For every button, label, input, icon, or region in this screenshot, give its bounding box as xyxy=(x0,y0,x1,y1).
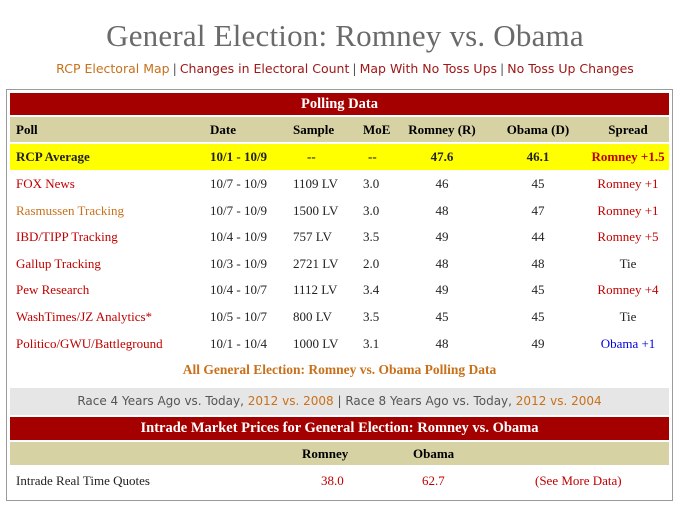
poll-obama: 48 xyxy=(531,255,545,271)
rcp-average-row: RCP Average 10/1 - 10/9 -- -- 47.6 46.1 … xyxy=(10,144,669,170)
intrade-see-more-link[interactable]: (See More Data) xyxy=(535,473,622,488)
poll-sample: 800 LV xyxy=(293,309,332,324)
poll-moe: 3.5 xyxy=(363,229,380,245)
poll-sample: 1000 LV xyxy=(293,335,339,351)
intrade-row: Intrade Real Time Quotes 38.0 62.7 (See … xyxy=(10,468,669,494)
poll-obama: 47 xyxy=(531,202,545,218)
poll-date: 10/1 - 10/4 xyxy=(210,335,268,351)
link-electoral-map[interactable]: RCP Electoral Map xyxy=(56,61,170,76)
race4-link[interactable]: 2012 vs. 2008 xyxy=(247,394,334,408)
poll-date: 10/5 - 10/7 xyxy=(210,309,268,324)
table-row: Pew Research 10/4 - 10/7 1112 LV 3.4 49 45 Rom… xyxy=(10,277,669,303)
avg-spread: Romney +1.5 xyxy=(591,149,665,164)
poll-romney: 49 xyxy=(435,282,449,298)
col-obama: Obama (D) xyxy=(506,122,570,137)
poll-sample: 1112 LV xyxy=(293,282,338,298)
poll-name-link[interactable]: WashTimes/JZ Analytics* xyxy=(16,309,153,324)
poll-romney: 46 xyxy=(435,176,449,191)
polling-column-headers: Poll Date Sample MoE Romney (R) Obama (D… xyxy=(10,117,669,142)
poll-spread: Obama +1 xyxy=(600,335,656,351)
intrade-label: Intrade Real Time Quotes xyxy=(16,473,150,488)
intrade-obama: 62.7 xyxy=(422,473,445,488)
col-moe: MoE xyxy=(363,122,391,137)
poll-spread: Tie xyxy=(619,255,637,271)
table-row: FOX News 10/7 - 10/9 1109 LV 3.0 46 45 Romney … xyxy=(10,171,669,197)
col-sample: Sample xyxy=(293,122,335,137)
table-row: Politico/GWU/Battleground 10/1 - 10/4 1000… xyxy=(10,331,669,357)
poll-obama: 49 xyxy=(531,335,545,351)
intrade-col-romney: Romney xyxy=(302,446,349,461)
polling-box: Polling Data Poll Date Sample MoE Romney… xyxy=(6,89,673,501)
col-spread: Spread xyxy=(608,122,648,137)
poll-date: 10/7 - 10/9 xyxy=(210,202,268,218)
table-row: Rasmussen Tracking 10/7 - 10/9 1500 LV 3.0 4… xyxy=(10,198,669,224)
race4-label: Race 4 Years Ago vs. Today xyxy=(77,394,241,408)
poll-name-link[interactable]: FOX News xyxy=(16,176,75,191)
link-map-no-toss-ups[interactable]: Map With No Toss Ups xyxy=(359,61,498,76)
all-polls-link[interactable]: All General Election: Romney vs. Obama P… xyxy=(182,362,497,377)
page-title: General Election: Romney vs. Obama xyxy=(106,18,584,53)
poll-moe: 3.4 xyxy=(363,282,380,298)
poll-obama: 45 xyxy=(531,309,545,324)
poll-spread: Romney +4 xyxy=(597,282,659,298)
intrade-column-headers: Romney Obama xyxy=(10,442,669,465)
poll-sample: 2721 LV xyxy=(293,255,339,271)
race8-link[interactable]: 2012 vs. 2004 xyxy=(515,394,602,408)
poll-sample: 1500 LV xyxy=(293,202,339,218)
link-changes-electoral-count[interactable]: Changes in Electoral Count xyxy=(179,61,350,76)
poll-obama: 45 xyxy=(531,176,545,191)
avg-romney: 47.6 xyxy=(430,149,454,164)
poll-spread: Romney +1 xyxy=(597,202,659,218)
poll-name-link[interactable]: Pew Research xyxy=(16,282,90,298)
poll-spread: Romney +5 xyxy=(597,229,659,245)
poll-name-link[interactable]: Politico/GWU/Battleground xyxy=(16,335,163,351)
poll-sample: 1109 LV xyxy=(293,176,338,191)
poll-name-link[interactable]: Gallup Tracking xyxy=(16,255,101,271)
poll-moe: 2.0 xyxy=(363,255,380,271)
poll-spread: Romney +1 xyxy=(597,176,659,191)
poll-date: 10/7 - 10/9 xyxy=(210,176,268,191)
poll-moe: 3.5 xyxy=(363,309,380,324)
poll-sample: 757 LV xyxy=(293,229,332,245)
intrade-romney: 38.0 xyxy=(321,473,344,488)
poll-name-link[interactable]: Rasmussen Tracking xyxy=(16,202,124,218)
race8-label: Race 8 Years Ago vs. Today xyxy=(345,394,509,408)
poll-romney: 48 xyxy=(435,335,449,351)
poll-obama: 45 xyxy=(531,282,545,298)
avg-sample: -- xyxy=(307,149,316,164)
intrade-header: Intrade Market Prices for General Electi… xyxy=(10,417,669,440)
poll-date: 10/4 - 10/9 xyxy=(210,229,268,245)
poll-moe: 3.0 xyxy=(363,176,380,191)
poll-obama: 44 xyxy=(531,229,545,245)
poll-romney: 49 xyxy=(435,229,449,245)
intrade-col-obama: Obama xyxy=(413,446,455,461)
race-compare-bar: Race 4 Years Ago vs. Today, 2012 vs. 200… xyxy=(10,388,669,415)
poll-romney: 48 xyxy=(435,255,449,271)
col-romney: Romney (R) xyxy=(408,122,476,137)
polling-data-header: Polling Data xyxy=(10,93,669,115)
avg-obama: 46.1 xyxy=(526,149,550,164)
table-row: IBD/TIPP Tracking 10/4 - 10/9 757 LV 3.5 49 4… xyxy=(10,224,669,250)
poll-romney: 48 xyxy=(435,202,449,218)
poll-name-link[interactable]: IBD/TIPP Tracking xyxy=(16,229,118,245)
poll-date: 10/3 - 10/9 xyxy=(210,255,268,271)
poll-romney: 45 xyxy=(435,309,449,324)
poll-moe: 3.0 xyxy=(363,202,380,218)
poll-date: 10/4 - 10/7 xyxy=(210,282,268,298)
top-links: RCP Electoral Map | Changes in Electoral C… xyxy=(56,61,634,76)
table-row: WashTimes/JZ Analytics* 10/5 - 10/7 800 LV… xyxy=(10,304,669,330)
col-date: Date xyxy=(210,122,236,137)
avg-moe: -- xyxy=(368,149,377,164)
avg-poll: RCP Average xyxy=(16,149,90,164)
poll-spread: Tie xyxy=(619,309,637,324)
link-no-toss-up-changes[interactable]: No Toss Up Changes xyxy=(507,61,634,76)
table-row: Gallup Tracking 10/3 - 10/9 2721 LV 2.0 48 48… xyxy=(10,251,669,277)
poll-moe: 3.1 xyxy=(363,335,380,351)
avg-date: 10/1 - 10/9 xyxy=(210,149,268,164)
col-poll: Poll xyxy=(16,122,38,137)
